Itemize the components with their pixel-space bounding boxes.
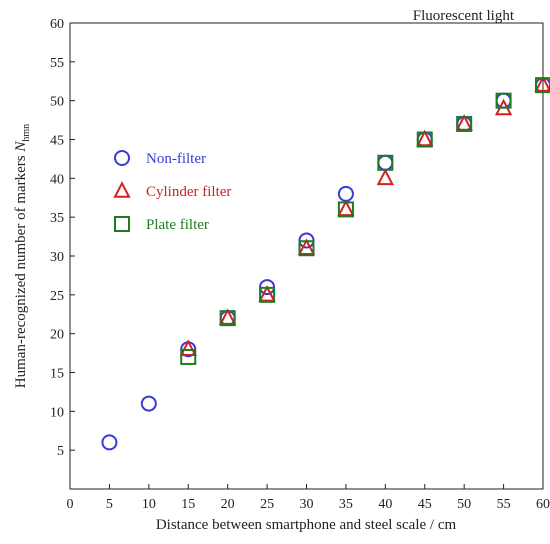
legend-label: Cylinder filter: [146, 184, 231, 200]
y-axis-title-symbol: N: [13, 141, 29, 153]
data-point-square: [495, 92, 512, 109]
chart-title: Fluorescent light: [413, 8, 515, 24]
legend-marker-triangle: [113, 181, 131, 198]
y-axis-title-subscript: hmn: [21, 124, 32, 142]
y-tick-label: 35: [50, 211, 64, 226]
data-point-triangle: [416, 129, 434, 147]
x-tick-label: 35: [339, 497, 353, 512]
y-axis-title: Human-recognized number of markers Nhmn: [13, 124, 32, 388]
series-square: [180, 77, 550, 365]
data-point-triangle: [297, 238, 316, 256]
y-tick-label: 25: [50, 289, 64, 304]
series-circle: [101, 77, 550, 451]
data-point-square: [180, 348, 197, 365]
y-tick-label: 40: [50, 172, 64, 187]
x-tick-label: 45: [418, 497, 432, 512]
x-tick-label: 0: [67, 497, 74, 512]
y-tick-label: 10: [50, 405, 64, 420]
data-point-triangle: [534, 75, 550, 92]
data-point-triangle: [219, 308, 237, 325]
x-tick-label: 5: [106, 497, 113, 512]
data-point-circle: [140, 395, 157, 412]
data-point-circle: [377, 154, 394, 171]
y-tick-label: 60: [50, 17, 64, 32]
data-point-square: [298, 240, 315, 257]
x-axis-title: Distance between smartphone and steel sc…: [156, 517, 457, 533]
data-point-square: [259, 286, 276, 303]
legend-marker-circle: [114, 150, 130, 166]
y-tick-label: 45: [50, 134, 64, 149]
data-point-triangle: [337, 199, 355, 217]
legend: Non-filter Cylinder filter Plate filter: [113, 150, 231, 233]
y-tick-label: 30: [50, 250, 64, 265]
series-triangle: [179, 75, 550, 356]
data-point-square: [535, 77, 550, 94]
x-tick-label: 10: [142, 497, 156, 512]
x-tick-label: 20: [221, 497, 235, 512]
legend-label: Non-filter: [146, 151, 206, 167]
legend-marker-square: [114, 216, 130, 232]
y-axis-title-text: Human-recognized number of markers: [13, 152, 29, 389]
y-tick-label: 5: [57, 444, 64, 459]
data-point-square: [416, 131, 433, 148]
x-tick-label: 40: [378, 497, 392, 512]
x-tick-label: 60: [536, 497, 550, 512]
legend-label: Plate filter: [146, 217, 209, 233]
y-tick-label: 20: [50, 328, 64, 343]
axis-ticks: 0 5 10 15 20 25 30 35 40 45 50 55 60 5 10 15 20 25 30 35 40 4…: [50, 17, 550, 512]
x-tick-label: 55: [497, 497, 511, 512]
x-tick-label: 15: [181, 497, 195, 512]
data-point-square: [337, 201, 354, 218]
data-point-circle: [337, 185, 354, 202]
data-point-square: [219, 310, 236, 327]
data-point-circle: [101, 434, 118, 451]
y-tick-label: 55: [50, 56, 64, 71]
y-tick-label: 50: [50, 95, 64, 110]
data-point-square: [456, 115, 473, 132]
x-tick-label: 50: [457, 497, 471, 512]
data-point-square: [377, 154, 394, 171]
y-tick-label: 15: [50, 367, 64, 382]
data-point-triangle: [179, 339, 197, 356]
x-tick-label: 30: [300, 497, 314, 512]
data-point-triangle: [455, 114, 473, 131]
x-tick-label: 25: [260, 497, 274, 512]
data-point-triangle: [376, 168, 394, 186]
data-marks: [101, 75, 550, 451]
data-point-triangle: [258, 284, 276, 302]
